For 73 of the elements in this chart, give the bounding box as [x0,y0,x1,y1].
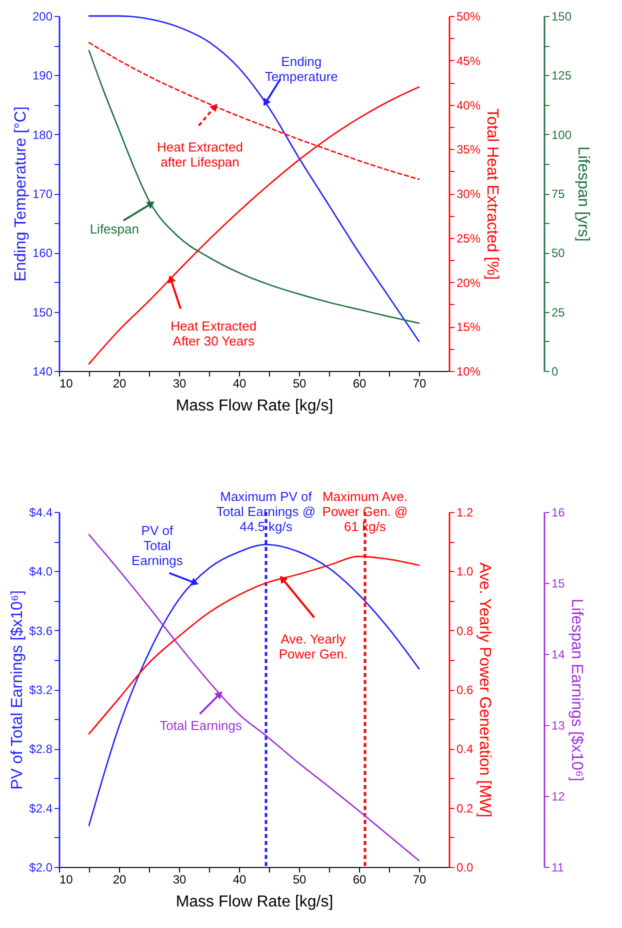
y3-tick-label: 50 [552,246,566,260]
annotation: Heat Extracted After 30 Years [170,318,257,349]
annotation: Lifespan [90,222,139,237]
y2-tick-label: 0.0 [456,860,474,874]
annotation: Heat Extracted after Lifespan [157,140,243,170]
x-tick-label: 50 [292,872,306,886]
y-tick-label: 140 [32,364,53,378]
y-tick-label: $2.0 [29,860,53,874]
annotation: Ave. Yearly Power Gen. [278,632,348,662]
y3-tick-label: 16 [552,506,566,520]
y3-tick-label: 0 [552,364,558,378]
y-axis-title: Ending Temperature [°C] [12,106,30,282]
y-tick-label: 150 [32,305,53,320]
y2-axis-title: Total Heat Extracted [%] [484,108,501,280]
y3-tick-label: 13 [552,718,566,732]
y-tick-label: 180 [32,128,53,142]
x-tick-label: 70 [412,872,426,886]
x-axis-title: Mass Flow Rate [kg/s] [176,894,334,910]
y2-tick-label: 20% [456,276,481,290]
y2-tick-label: 1.2 [456,506,474,520]
x-tick-label: 20 [112,376,126,390]
y-tick-label: $3.6 [29,624,53,638]
y2-tick-label: 15% [456,320,481,334]
y2-tick-label: 40% [456,98,481,112]
y2-tick-label: 45% [456,54,481,68]
ref-line-label: Maximum PV of Total Earnings @ 44.5 kg/s [216,489,316,534]
y2-tick-label: 10% [456,364,481,378]
y3-tick-label: 15 [552,576,566,590]
y-tick-label: $4.4 [29,506,53,520]
y2-tick-label: 0.8 [456,624,474,638]
y3-tick-label: 100 [552,128,572,142]
x-tick-label: 10 [60,376,74,390]
y-tick-label: 170 [32,187,53,201]
y2-tick-label: 25% [456,231,481,246]
y2-tick-label: 50% [456,10,481,24]
x-tick-label: 30 [172,872,186,886]
x-tick-label: 50 [292,376,306,390]
y-axis-title: PV of Total Earnings [$x10⁶] [9,590,26,790]
y2-tick-label: 30% [456,187,481,201]
y2-tick-label: 0.2 [456,801,474,816]
x-tick-label: 10 [60,872,74,886]
y3-tick-label: 75 [552,187,566,201]
y3-tick-label: 14 [552,648,566,662]
y2-axis-title: Ave. Yearly Power Generation [MW] [476,562,494,818]
x-axis-title: Mass Flow Rate [kg/s] [176,398,334,414]
y3-tick-label: 25 [552,305,566,320]
y-tick-label: $3.2 [29,683,53,697]
x-tick-label: 20 [112,872,126,886]
x-tick-label: 60 [352,376,366,390]
y3-axis-title: Lifespan [yrs] [574,146,592,242]
y2-tick-label: 1.0 [456,564,474,579]
y3-tick-label: 12 [552,790,566,804]
y3-axis-title: Lifespan Earnings [$x10⁶] [568,598,585,782]
y-tick-label: 190 [32,68,53,83]
x-tick-label: 60 [352,872,366,886]
x-tick-label: 70 [412,376,426,390]
x-tick-label: 40 [232,376,246,390]
x-tick-label: 30 [172,376,186,390]
annotation: PV of Total Earnings [132,523,184,568]
y-tick-label: $2.4 [29,801,53,816]
y3-tick-label: 150 [552,10,572,24]
annotation: Total Earnings [160,718,242,733]
y-tick-label: 160 [32,246,53,260]
y2-tick-label: 35% [456,142,481,157]
y-tick-label: $2.8 [29,742,53,756]
y2-tick-label: 0.4 [456,742,474,756]
y3-tick-label: 125 [552,68,572,83]
y-tick-label: 200 [32,10,53,24]
annotation: Ending Temperature [264,54,338,84]
y2-tick-label: 0.6 [456,683,474,697]
y3-tick-label: 11 [552,860,564,874]
x-tick-label: 40 [232,872,246,886]
y-tick-label: $4.0 [29,564,53,579]
